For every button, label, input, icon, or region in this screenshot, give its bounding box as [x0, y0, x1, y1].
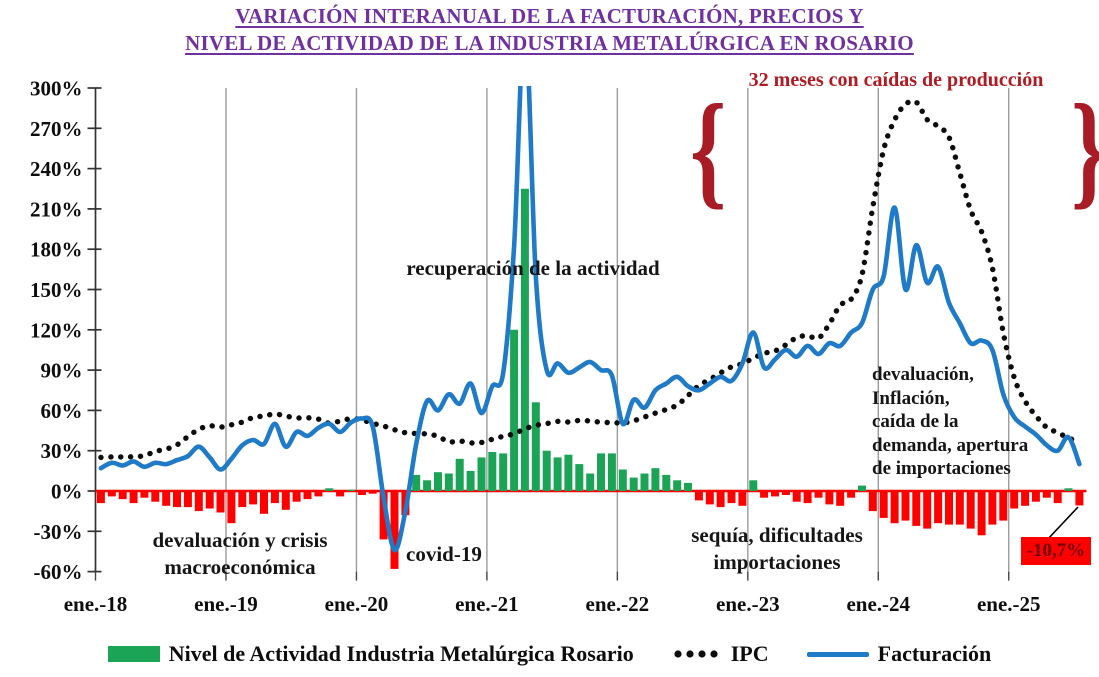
- svg-text:240%: 240%: [30, 157, 83, 181]
- callout-line: [1046, 506, 1079, 541]
- x-axis-label: ene.-18: [63, 592, 128, 616]
- annotation-recuperacion: recuperación de la actividad: [406, 256, 660, 280]
- svg-text:150%: 150%: [30, 278, 83, 302]
- legend-item-facturacion: Facturación: [806, 641, 992, 667]
- svg-text:60%: 60%: [41, 399, 83, 423]
- annotation-covid: covid-19: [406, 542, 482, 566]
- legend-item-ipc: IPC: [672, 641, 769, 667]
- svg-text:30%: 30%: [41, 439, 83, 463]
- page-title-line1: VARIACIÓN INTERANUAL DE LA FACTURACIÓN, …: [235, 4, 864, 28]
- svg-text:180%: 180%: [30, 238, 83, 262]
- x-axis-label: ene.-23: [716, 592, 780, 616]
- legend: Nivel de Actividad Industria Metalúrgica…: [0, 641, 1099, 667]
- annotation-devaluacion-crisis: devaluación y crisis macroeconómica: [152, 528, 328, 579]
- svg-text:-30%: -30%: [34, 520, 83, 544]
- svg-text:-60%: -60%: [34, 560, 83, 584]
- legend-facturacion-label: Facturación: [877, 641, 992, 666]
- page-title: VARIACIÓN INTERANUAL DE LA FACTURACIÓN, …: [0, 3, 1099, 57]
- facturacion-line: [98, 86, 1082, 553]
- x-axis-label: ene.-25: [976, 592, 1041, 616]
- x-axis-labels: ene.-18 ene.-19 ene.-20 ene.-21 ene.-22 ene.-…: [0, 592, 1099, 620]
- last-value-callout: -10,7%: [1021, 537, 1091, 565]
- svg-text:300%: 300%: [30, 77, 83, 101]
- annotation-sequia: sequía, dificultades importaciones: [691, 523, 863, 574]
- svg-text:90%: 90%: [41, 359, 83, 383]
- x-axis-label: ene.-20: [324, 592, 389, 616]
- ipc-line: [98, 98, 1083, 461]
- right-brace-icon: }: [1071, 74, 1099, 224]
- page-title-line2: NIVEL DE ACTIVIDAD DE LA INDUSTRIA METAL…: [185, 31, 914, 55]
- legend-item-activity: Nivel de Actividad Industria Metalúrgica…: [107, 641, 634, 667]
- facturacion-line-marker-icon: [806, 651, 869, 657]
- svg-text:0%: 0%: [51, 480, 83, 504]
- x-axis-label: ene.-21: [455, 592, 519, 616]
- activity-bars: [96, 188, 1084, 569]
- x-axis-label: ene.-19: [194, 592, 258, 616]
- x-axis-label: ene.-22: [585, 592, 650, 616]
- svg-text:210%: 210%: [30, 197, 83, 221]
- left-brace-icon: {: [690, 78, 727, 220]
- ipc-dotted-marker-icon: [674, 650, 718, 658]
- legend-ipc-label: IPC: [730, 641, 769, 666]
- legend-activity-label: Nivel de Actividad Industria Metalúrgica…: [168, 641, 634, 666]
- activity-swatch-icon: [107, 646, 160, 662]
- annotation-devaluacion-2024: devaluación, Inflación, caída de la dema…: [872, 364, 1029, 479]
- svg-text:270%: 270%: [30, 117, 83, 141]
- annotation-32-meses: 32 meses con caídas de producción: [748, 69, 1044, 91]
- x-axis-label: ene.-24: [846, 592, 911, 616]
- svg-text:120%: 120%: [30, 318, 83, 342]
